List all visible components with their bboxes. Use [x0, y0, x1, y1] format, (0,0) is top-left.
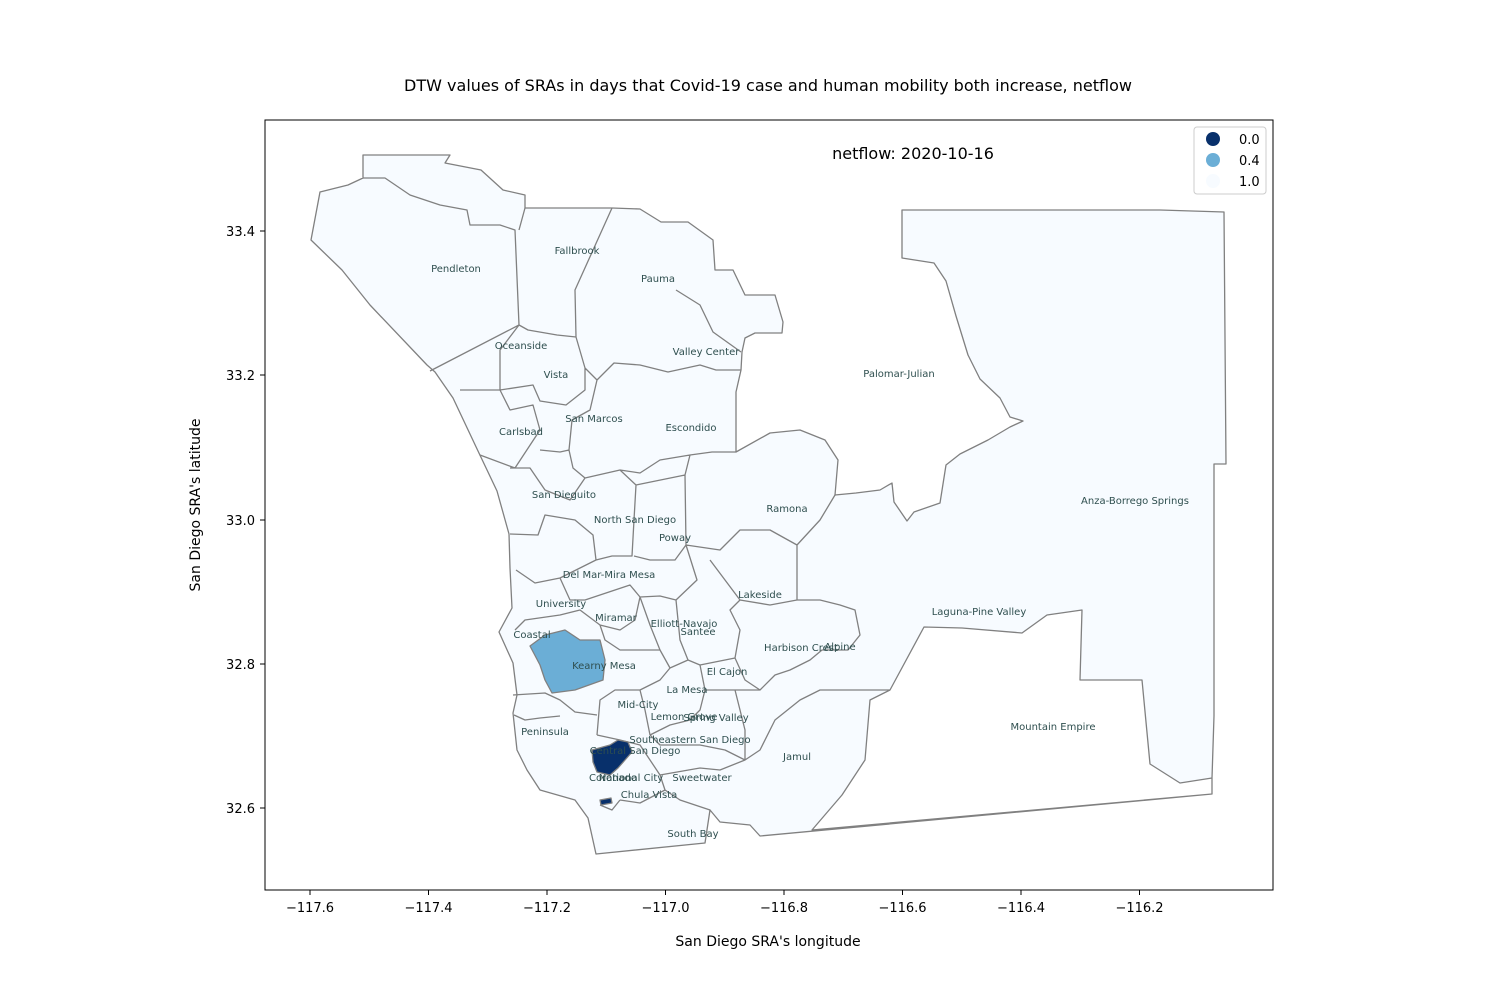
x-axis-label: San Diego SRA's longitude — [675, 934, 860, 950]
label-north-san-diego: North San Diego — [594, 515, 676, 526]
label-south-bay: South Bay — [667, 829, 718, 840]
label-escondido: Escondido — [665, 423, 716, 434]
label-jamul: Jamul — [782, 752, 811, 763]
legend-label-0: 0.0 — [1239, 133, 1260, 148]
label-poway: Poway — [659, 533, 691, 544]
label-coastal: Coastal — [513, 630, 550, 641]
label-kearny-mesa: Kearny Mesa — [572, 661, 636, 672]
label-elliott-navajo: Elliott-Navajo — [651, 619, 718, 630]
y-axis: 33.4 33.2 33.0 32.8 32.6 — [226, 225, 265, 817]
x-tick-label: −117.0 — [641, 901, 689, 916]
label-santee: Santee — [680, 627, 715, 638]
label-san-dieguito: San Dieguito — [532, 490, 596, 501]
label-anza-borrego-springs: Anza-Borrego Springs — [1081, 496, 1189, 507]
date-annotation: netflow: 2020-10-16 — [832, 144, 994, 163]
label-mid-city: Mid-City — [618, 700, 659, 711]
sra-region-central-san-diego[interactable] — [591, 739, 633, 776]
legend-marker-1 — [1206, 153, 1220, 167]
axes-spine — [264, 119, 1274, 891]
label-san-marcos: San Marcos — [565, 414, 622, 425]
label-del-mar-mira-mesa: Del Mar-Mira Mesa — [563, 570, 656, 581]
sra-region-central-san-diego-part — [599, 797, 613, 806]
y-tick-label: 33.2 — [226, 369, 255, 384]
x-tick-label: −116.6 — [878, 901, 926, 916]
sra-regions — [310, 154, 1227, 855]
label-southeastern-san-diego: Southeastern San Diego — [629, 735, 750, 746]
x-tick-label: −117.2 — [523, 901, 571, 916]
label-alpine: Alpine — [824, 642, 855, 653]
label-palomar-julian: Palomar-Julian — [863, 369, 934, 380]
x-tick-label: −116.2 — [1115, 901, 1163, 916]
x-tick-label: −116.8 — [760, 901, 808, 916]
legend-marker-0 — [1206, 132, 1220, 146]
sra-boundary-lines — [363, 177, 890, 811]
label-pauma: Pauma — [641, 274, 675, 285]
label-carlsbad: Carlsbad — [499, 427, 543, 438]
sra-region-kearny-mesa[interactable] — [529, 629, 606, 694]
legend-label-1: 0.4 — [1239, 154, 1260, 169]
legend-label-2: 1.0 — [1239, 175, 1260, 190]
x-tick-label: −117.4 — [404, 901, 452, 916]
map-title: DTW values of SRAs in days that Covid-19… — [404, 76, 1132, 95]
legend: 0.0 0.4 1.0 — [1193, 126, 1267, 195]
label-oceanside: Oceanside — [495, 341, 547, 352]
label-vista: Vista — [544, 370, 569, 381]
label-miramar: Miramar — [595, 613, 638, 624]
label-laguna-pine-valley: Laguna-Pine Valley — [932, 607, 1027, 618]
y-tick-label: 32.8 — [226, 658, 255, 673]
label-chula-vista: Chula Vista — [621, 790, 677, 801]
y-tick-label: 32.6 — [226, 802, 255, 817]
label-la-mesa: La Mesa — [667, 685, 708, 696]
label-coronado: Coronado — [589, 773, 637, 784]
x-tick-label: −116.4 — [997, 901, 1045, 916]
label-pendleton: Pendleton — [431, 264, 481, 275]
label-spring-valley: Spring Valley — [683, 713, 748, 724]
x-axis: −117.6 −117.4 −117.2 −117.0 −116.8 −116.… — [286, 890, 1164, 916]
label-lemon-grove: Lemon Grove — [651, 712, 718, 723]
sra-labels: Pendleton Fallbrook Pauma Oceanside Vall… — [431, 246, 1189, 840]
label-el-cajon: El Cajon — [707, 667, 748, 678]
label-lakeside: Lakeside — [738, 590, 782, 601]
y-axis-label: San Diego SRA's latitude — [188, 419, 204, 592]
label-central-san-diego: Central San Diego — [590, 746, 681, 757]
label-sweetwater: Sweetwater — [672, 773, 732, 784]
label-national-city: National City — [599, 773, 664, 784]
y-tick-label: 33.4 — [226, 225, 255, 240]
label-fallbrook: Fallbrook — [555, 246, 600, 257]
legend-marker-2 — [1206, 174, 1220, 188]
y-tick-label: 33.0 — [226, 514, 255, 529]
label-mountain-empire: Mountain Empire — [1011, 722, 1096, 733]
label-university: University — [536, 599, 587, 610]
label-valley-center: Valley Center — [673, 347, 741, 358]
label-ramona: Ramona — [766, 504, 807, 515]
x-tick-label: −117.6 — [286, 901, 334, 916]
label-harbison-crest: Harbison Crest — [764, 643, 838, 654]
label-peninsula: Peninsula — [521, 727, 569, 738]
